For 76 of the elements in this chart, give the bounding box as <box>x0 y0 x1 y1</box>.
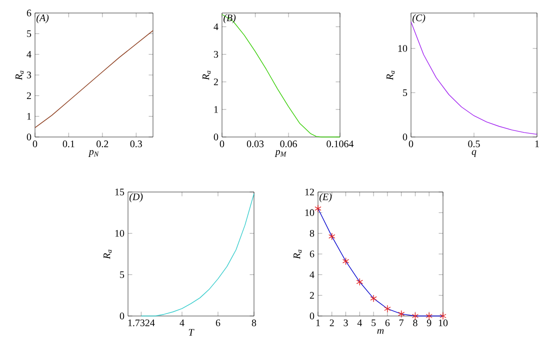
x-tick-label: 6 <box>385 320 390 326</box>
y-tick-label: 2 <box>310 292 314 299</box>
x-tick-label: 4 <box>357 320 362 326</box>
point <box>356 278 364 286</box>
y-tick-label: 1 <box>214 106 218 113</box>
y-tick-label: 0 <box>402 134 408 140</box>
y-axis-title: R$_{a}$ <box>294 250 302 260</box>
y-tick-label: 1 <box>27 113 31 120</box>
y-tick-label: 5 <box>120 271 124 278</box>
y-tick-label: 3 <box>214 50 218 58</box>
x-tick-label: 0.06 <box>280 140 297 148</box>
x-tick-label: 0.1 <box>62 140 74 148</box>
annotation: (D) <box>130 193 143 202</box>
y-tick-label: 2 <box>26 92 31 99</box>
x-tick-label: 10 <box>438 320 448 326</box>
y-tick-label: 4 <box>26 51 32 58</box>
point <box>440 312 446 320</box>
y-tick-label: 5 <box>403 89 408 96</box>
y-axis-title: R$_{a}$ <box>386 70 395 80</box>
point <box>370 294 377 302</box>
x-axis-title: p$_{M}$ <box>274 150 286 157</box>
x-tick-label: 0 <box>220 140 224 148</box>
y-tick-label: 0 <box>26 134 32 140</box>
y-tick-label: 4 <box>214 23 218 30</box>
point <box>314 204 322 212</box>
y-axis-title: R$_{a}$ <box>16 70 24 80</box>
point <box>426 312 432 320</box>
x-axis-title: m <box>377 329 384 334</box>
y-tick-label: 0 <box>214 134 218 140</box>
y-tick-label: 10 <box>305 209 314 216</box>
y-tick-label: 6 <box>310 250 314 258</box>
x-tick-label: 1 <box>535 140 539 148</box>
x-tick-label: 9 <box>426 320 432 326</box>
line-series <box>410 22 538 135</box>
x-tick-label: 1 <box>316 320 320 326</box>
annotation: (C) <box>412 14 426 24</box>
x-tick-label: 0 <box>32 140 38 148</box>
point <box>384 304 391 313</box>
x-tick-label: 4 <box>180 320 184 326</box>
y-axis-title: R$_{a}$ <box>104 250 112 260</box>
x-tick-label: 3 <box>344 320 348 326</box>
y-tick-label: 15 <box>115 188 124 196</box>
y-tick-label: 3 <box>26 72 32 78</box>
x-tick-label: 0.5 <box>468 140 480 148</box>
x-tick-label: 0.03 <box>246 140 264 148</box>
y-tick-label: 10 <box>115 230 124 237</box>
y-tick-label: 10 <box>398 45 408 52</box>
x-tick-label: 0 <box>408 140 414 148</box>
x-axis-title: p$_{N}$ <box>88 150 99 157</box>
x-tick-label: 8 <box>413 320 418 326</box>
x-tick-label: 0.3 <box>130 140 142 148</box>
y-tick-label: 5 <box>27 30 32 37</box>
x-axis-title: q <box>472 150 476 157</box>
annotation: (E) <box>320 193 332 202</box>
x-tick-label: 0.2 <box>96 140 108 148</box>
x-tick-label: 2 <box>330 320 334 326</box>
point <box>328 232 336 240</box>
y-axis-title: R$_{a}$ <box>202 70 211 80</box>
x-axis-title: T <box>188 329 194 336</box>
y-tick-label: 12 <box>305 188 314 196</box>
y-tick-label: 6 <box>26 10 32 16</box>
x-tick-label: 8 <box>252 320 256 326</box>
point <box>398 310 405 318</box>
line-series <box>222 14 340 138</box>
annotation: (A) <box>36 14 49 24</box>
x-tick-label: 7 <box>400 320 404 326</box>
point <box>342 257 350 266</box>
x-tick-label: 1.7324 <box>128 320 155 326</box>
point <box>412 312 419 320</box>
y-tick-label: 8 <box>310 230 314 237</box>
y-tick-label: 4 <box>310 271 314 278</box>
y-tick-label: 0 <box>310 312 314 320</box>
x-tick-label: 5 <box>372 320 376 326</box>
x-tick-label: 0.1064 <box>326 140 354 148</box>
y-tick-label: 0 <box>120 312 124 320</box>
y-tick-label: 2 <box>214 78 218 86</box>
